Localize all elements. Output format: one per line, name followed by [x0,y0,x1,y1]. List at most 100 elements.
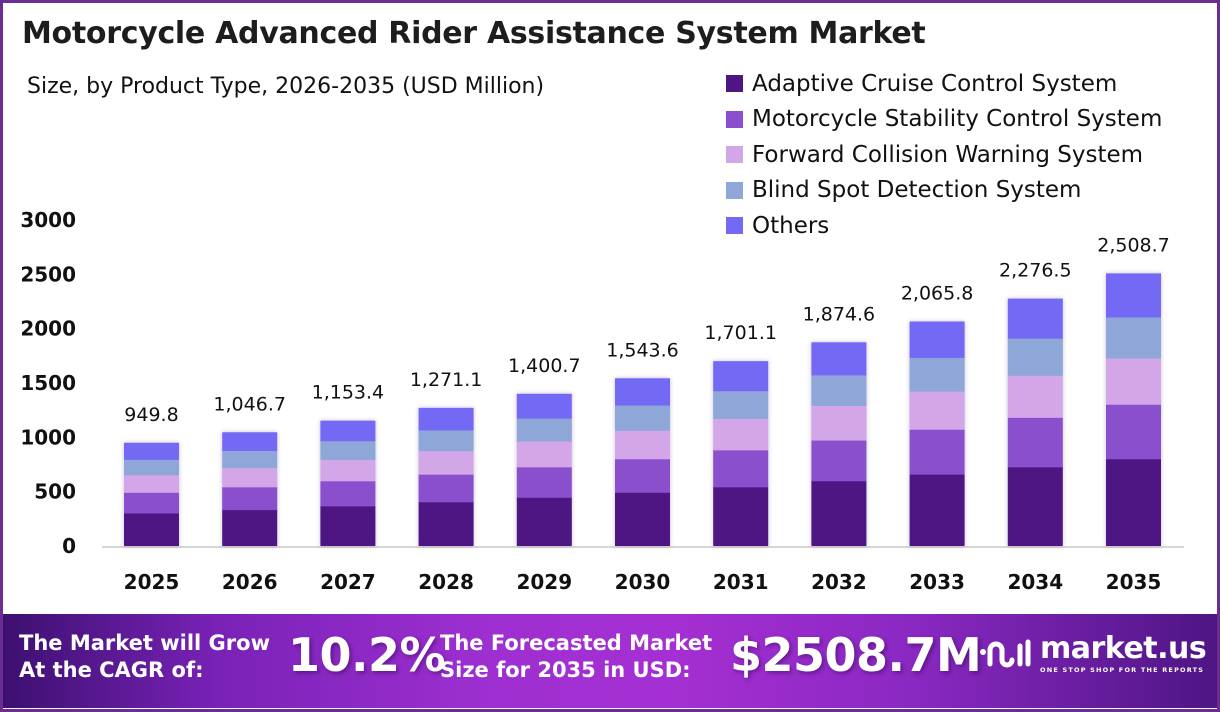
legend-item-adaptive-cruise: Adaptive Cruise Control System [726,66,1162,102]
chart-title: Motorcycle Advanced Rider Assistance Sys… [22,16,926,51]
bar-segment [713,449,769,488]
stacked-bar-chart: 0 500 1000 1500 2000 2500 3000 949.8 1,046.7 1,1… [20,208,1184,594]
brand-name: market.us [1040,631,1207,666]
bar-segment [909,357,965,392]
bar-segment [1007,417,1063,468]
legend-label: Adaptive Cruise Control System [752,70,1118,97]
bar-segment [1007,466,1063,546]
bar-stack-2028 [418,407,474,546]
bar-segment [222,486,278,511]
bar-segment [811,440,867,482]
bar-segment [615,378,670,406]
data-label: 1,543.6 [606,339,679,361]
y-tick-label: 2500 [20,262,76,286]
data-label: 1,046.7 [213,393,286,415]
forecast-caption-line1: The Forecasted Market [440,631,713,655]
bar-segment [713,390,769,419]
bar-stack-2029 [516,393,572,546]
data-label: 2,276.5 [999,260,1072,282]
x-tick-label: 2034 [1007,570,1063,594]
bar-segment [713,361,769,392]
bar-stack-2026 [222,432,278,546]
bar-segment [516,497,572,546]
y-tick-label: 500 [34,480,76,504]
bar-segment [909,391,965,430]
legend: Adaptive Cruise Control System Motorcycl… [726,66,1162,244]
x-tick-label: 2026 [222,570,278,594]
bar-segment [713,418,769,451]
x-tick-label: 2033 [909,570,965,594]
bar-segment [124,442,179,460]
bar-stack-2027 [320,420,376,546]
bar-segment [909,429,965,475]
legend-label: Blind Spot Detection System [752,177,1082,204]
cagr-caption-line1: The Market will Grow [19,631,270,655]
bar-segment [615,430,670,460]
y-tick-label: 0 [62,534,76,558]
bar-segment [1106,273,1161,318]
bar-segment [418,429,474,452]
bar-segment [516,440,572,468]
bar-segment [418,407,474,431]
bar-segment [320,459,376,482]
legend-label: Others [752,212,830,239]
bar-segment [320,480,376,507]
legend-item-blind-spot: Blind Spot Detection System [726,173,1162,209]
cagr-caption-line2: At the CAGR of: [19,658,204,682]
data-label: 2,508.7 [1097,234,1170,256]
data-label: 1,874.6 [803,303,876,325]
cagr-caption: The Market will Grow At the CAGR of: [19,630,270,684]
y-tick-label: 2000 [20,317,76,341]
bar-segment [909,321,965,358]
bar-segment [1007,338,1063,376]
bar-stack-2030 [615,378,670,546]
bar-segment [124,492,179,514]
legend-swatch [726,110,743,128]
footer-banner: The Market will Grow At the CAGR of: 10.… [3,614,1217,708]
cagr-value: 10.2% [288,628,446,682]
bar-segment [516,418,572,442]
brand-tagline: ONE STOP SHOP FOR THE REPORTS [1040,666,1205,674]
brand-text: market.us ONE STOP SHOP FOR THE REPORTS [1040,631,1207,675]
bar-segment [1106,317,1161,359]
bar-segment [320,505,376,546]
bar-segment [1106,458,1161,546]
bar-segment [909,474,965,546]
bar-segment [418,501,474,546]
bar-segment [811,405,867,441]
legend-swatch [726,181,743,199]
bar-segment [811,342,867,376]
data-label: 2,065.8 [901,283,974,305]
x-tick-label: 2029 [516,570,572,594]
bar-segment [222,432,278,451]
bar-segment [1106,357,1161,405]
bar-segment [418,450,474,475]
legend-item-stability-control: Motorcycle Stability Control System [726,102,1162,138]
bar-stack-2031 [713,361,769,546]
bars: 949.8 1,046.7 1,153.4 1,271.1 1,400.7 1,543.6… [124,234,1170,546]
chart-subtitle: Size, by Product Type, 2026-2035 (USD Mi… [27,74,545,99]
bar-segment [124,474,179,493]
legend-swatch [726,217,743,235]
bar-segment [615,405,670,431]
bar-segment [811,374,867,406]
forecast-value: $2508.7M [730,628,982,682]
forecast-caption: The Forecasted Market Size for 2035 in U… [440,630,712,684]
y-tick-label: 1500 [20,371,76,395]
bar-segment [222,509,278,546]
bar-segment [516,466,572,498]
x-tick-label: 2025 [124,570,180,594]
bar-segment [222,467,278,488]
bar-segment [811,480,867,546]
x-tick-label: 2035 [1106,570,1162,594]
bar-segment [1007,298,1063,339]
bar-segment [713,486,769,546]
legend-label: Forward Collision Warning System [752,141,1144,168]
bar-stack-2032 [811,342,867,546]
legend-swatch [726,75,743,93]
y-tick-label: 3000 [20,208,76,232]
legend-item-forward-collision: Forward Collision Warning System [726,137,1162,173]
bar-stack-2034 [1007,298,1063,546]
bar-stack-2025 [124,442,179,546]
bar-segment [418,474,474,503]
